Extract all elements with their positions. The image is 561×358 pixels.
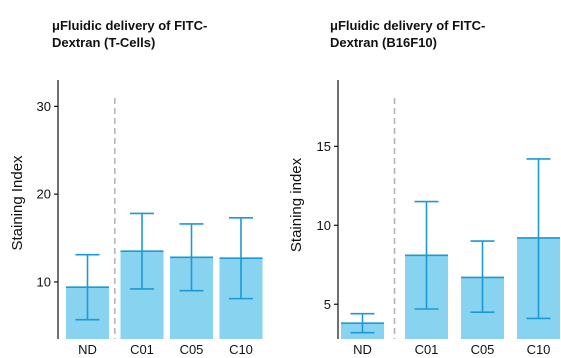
x-tick-label: C10 (229, 342, 253, 357)
chart-title-line2: Dextran (B16F10) (330, 35, 437, 50)
chart-panel-tcells: μFluidic delivery of FITC- Dextran (T-Ce… (9, 18, 263, 357)
x-tick-label: C01 (130, 342, 154, 357)
x-tick-label: ND (78, 342, 97, 357)
y-tick-label: 10 (317, 218, 331, 233)
y-tick-label: 5 (324, 297, 331, 312)
x-tick-label: C01 (415, 342, 439, 357)
chart-panel-b16f10: μFluidic delivery of FITC- Dextran (B16F… (288, 18, 560, 357)
x-tick-label: C10 (527, 342, 551, 357)
y-tick-label: 10 (37, 274, 51, 289)
x-tick-label: C05 (471, 342, 495, 357)
y-tick-label: 30 (37, 99, 51, 114)
x-tick-label: C05 (180, 342, 204, 357)
x-tick-label: ND (353, 342, 372, 357)
y-tick-label: 15 (317, 139, 331, 154)
chart-title-line2: Dextran (T-Cells) (52, 35, 155, 50)
chart-title-line1: μFluidic delivery of FITC- (52, 18, 207, 33)
y-axis-label: Staining index (288, 157, 305, 252)
chart-title-line1: μFluidic delivery of FITC- (330, 18, 485, 33)
y-axis-label: Staining Index (9, 155, 26, 251)
y-tick-label: 20 (37, 187, 51, 202)
